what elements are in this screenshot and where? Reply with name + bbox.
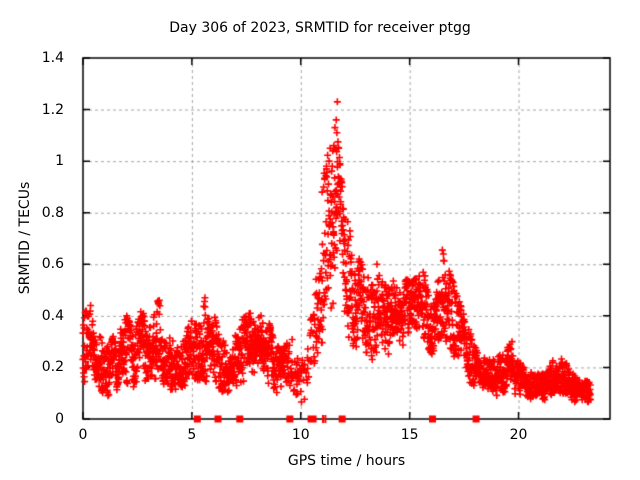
x-axis-label: GPS time / hours <box>287 453 406 469</box>
x-tick-label: 0 <box>78 427 88 443</box>
x-tick-label: 15 <box>400 427 419 443</box>
y-tick-label: 0.8 <box>41 204 64 221</box>
x-tick-label: 20 <box>509 427 528 443</box>
y-tick-label: 0.6 <box>41 256 64 273</box>
y-tick-label: 0 <box>55 411 64 427</box>
y-tick-label: 0.4 <box>41 307 64 324</box>
x-tick-label: 5 <box>187 427 197 443</box>
y-tick-label: 0.2 <box>41 359 64 376</box>
y-tick-label: 1.4 <box>41 50 64 66</box>
y-tick-label: 1 <box>55 153 64 170</box>
y-tick-label: 1.2 <box>41 101 64 118</box>
x-tick-label: 10 <box>291 427 310 443</box>
y-axis-label: SRMTID / TECUs <box>17 181 33 295</box>
chart-title: Day 306 of 2023, SRMTID for receiver ptg… <box>169 20 471 36</box>
